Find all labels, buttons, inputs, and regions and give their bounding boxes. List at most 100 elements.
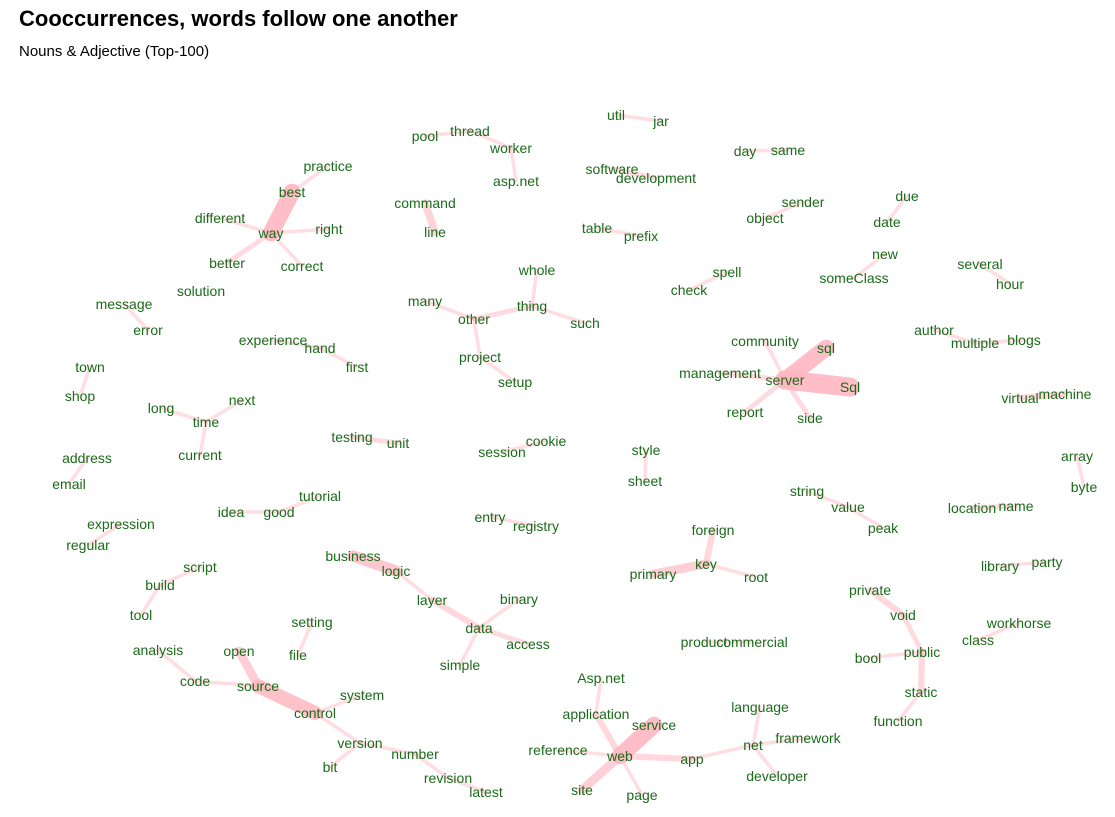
word-node-hour: hour [996, 276, 1024, 292]
word-node-net: net [743, 737, 763, 753]
edge-message-error [122, 302, 150, 332]
word-node-Aspnet: Asp.net [577, 670, 625, 686]
word-node-message: message [96, 296, 153, 312]
word-node-tutorial: tutorial [299, 488, 341, 504]
word-node-table: table [582, 220, 613, 236]
word-node-sql: sql [817, 340, 835, 356]
word-node-hand: hand [304, 340, 335, 356]
word-node-entry: entry [474, 509, 505, 525]
word-node-date: date [873, 214, 900, 230]
edge-testing-unit [349, 434, 401, 446]
word-node-best: best [279, 184, 306, 200]
word-node-thread: thread [450, 123, 490, 139]
word-node-cookie: cookie [526, 433, 567, 449]
word-node-page: page [626, 787, 657, 803]
word-node-development: development [616, 170, 696, 186]
word-node-number: number [391, 746, 439, 762]
edge-better-way [224, 230, 274, 266]
edge-web-app [616, 752, 696, 763]
word-node-unit: unit [387, 435, 410, 451]
edge-author-multiple [932, 328, 977, 345]
edge-framework-net [751, 736, 810, 747]
word-node-setup: setup [498, 374, 532, 390]
word-node-next: next [229, 392, 256, 408]
word-node-correct: correct [281, 258, 324, 274]
word-node-good: good [263, 504, 294, 520]
word-node-reference: reference [528, 742, 587, 758]
word-node-site: site [571, 782, 593, 798]
word-node-prefix: prefix [624, 228, 658, 244]
word-node-virtual: virtual [1001, 390, 1038, 406]
word-node-time: time [193, 414, 220, 430]
word-node-binary: binary [500, 591, 538, 607]
word-node-build: build [145, 577, 175, 593]
word-node-value: value [831, 499, 865, 515]
word-node-blogs: blogs [1007, 332, 1040, 348]
word-node-sheet: sheet [628, 473, 662, 489]
edge-workhorse-class [976, 621, 1021, 642]
edge-worker-aspnet [509, 146, 518, 183]
word-node-same: same [771, 142, 805, 158]
edge-value-peak [846, 505, 885, 530]
edge-multiple-blogs [973, 338, 1026, 345]
edge-web-page [618, 754, 644, 797]
word-node-solution: solution [177, 283, 225, 299]
edge-bit-version [328, 741, 362, 769]
word-node-void: void [890, 607, 916, 623]
edge-logic-layer [394, 569, 434, 602]
word-node-several: several [957, 256, 1002, 272]
edge-version-control [313, 711, 362, 745]
edge-time-current [198, 420, 208, 457]
word-node-author: author [914, 322, 954, 338]
word-node-worker: worker [489, 140, 532, 156]
word-node-developer: developer [746, 768, 808, 784]
edge-other-project [472, 317, 482, 359]
word-node-script: script [183, 559, 217, 575]
word-node-sender: sender [782, 194, 825, 210]
edge-expression-regular [86, 522, 123, 547]
word-node-practice: practice [303, 158, 352, 174]
edge-many-other [423, 299, 476, 321]
edge-code-source [193, 679, 260, 688]
edge-hand-first [318, 346, 359, 369]
edge-spell-check [687, 270, 729, 292]
word-node-setting: setting [291, 614, 332, 630]
word-node-management: management [679, 365, 761, 381]
edge-several-hour [978, 262, 1012, 286]
word-node-thing: thing [517, 298, 547, 314]
word-node-root: root [744, 569, 768, 585]
edge-location-name [969, 503, 1019, 511]
word-node-foreign: foreign [692, 522, 735, 538]
word-node-spell: spell [713, 264, 742, 280]
word-node-public: public [904, 644, 941, 660]
word-node-pool: pool [412, 128, 438, 144]
word-node-side: side [797, 410, 823, 426]
edge-command-line [421, 199, 439, 236]
word-node-party: party [1031, 554, 1062, 570]
word-node-source: source [237, 678, 279, 694]
word-node-util: util [607, 107, 625, 123]
word-node-string: string [790, 483, 824, 499]
edge-server-side [782, 377, 813, 421]
word-node-revision: revision [424, 770, 472, 786]
word-node-project: project [459, 349, 501, 365]
word-node-open: open [223, 643, 254, 659]
edge-library-party [998, 560, 1049, 568]
edge-town-shop [78, 365, 92, 398]
word-node-static: static [905, 684, 938, 700]
word-node-command: command [394, 195, 455, 211]
edges-layer [67, 113, 1086, 797]
word-node-control: control [294, 705, 336, 721]
edge-build-tool [139, 583, 162, 617]
edge-table-prefix [595, 226, 643, 238]
word-node-better: better [209, 255, 245, 271]
edge-net-developer [751, 743, 779, 778]
word-node-day: day [734, 143, 757, 159]
word-node-simple: simple [440, 657, 481, 673]
word-node-jar: jar [652, 113, 669, 129]
edge-right-way [269, 227, 331, 235]
edge-virtual-machine [1016, 390, 1069, 402]
word-node-code: code [180, 673, 211, 689]
word-node-error: error [133, 322, 163, 338]
edge-project-setup [478, 355, 517, 384]
